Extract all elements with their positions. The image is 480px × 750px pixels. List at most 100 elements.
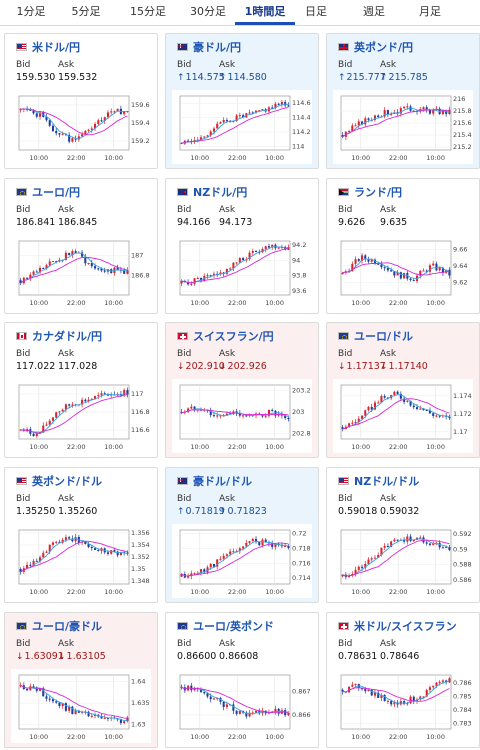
candle-bull [97,395,100,397]
candle-bear [383,694,386,702]
mini-chart[interactable]: 10:00 22:00 10:00 159.6 159.4 159.2 [11,90,151,164]
flag-icon [177,188,188,196]
tab-2[interactable]: 15分足 [130,5,166,18]
ask-value: ↓1.17140 [380,361,428,372]
x-tick-label: 10:00 [104,733,123,741]
pair-title-link[interactable]: NZドル/ドル [354,475,420,488]
mini-chart[interactable]: 10:00 22:00 10:00 114.6 114.4 114.2 114 [172,90,312,164]
x-tick-label: 22:00 [228,154,247,162]
tab-4[interactable]: 1時間足 [235,0,295,25]
pair-title-link[interactable]: ユーロ/円 [32,186,81,199]
rate-card[interactable]: ランド/円 Bid Ask 9.626 9.635 10:00 22:00 10:00 9.66… [326,178,480,314]
candle-bull [348,686,351,693]
x-tick-label: 10:00 [265,443,284,451]
rate-card[interactable]: 豪ドル/円 Bid Ask ↑114.575 ↑114.580 10:00 22:00 10:… [165,33,319,169]
candle-bull [367,406,370,411]
pair-title-link[interactable]: NZドル/円 [193,186,248,199]
pair-title-link[interactable]: 英ポンド/円 [354,41,414,54]
arrow-up-icon: ↑ [380,73,388,83]
mini-chart[interactable]: 10:00 22:00 10:00 94.2 94 93.8 93.6 [172,235,312,309]
tab-7[interactable]: 月足 [419,5,441,18]
tab-0[interactable]: 1分足 [16,5,46,18]
candle-bear [68,537,71,539]
bid-label: Bid [177,494,192,504]
bid-label: Bid [338,349,353,359]
candle-bull [351,574,354,576]
pair-title-link[interactable]: ランド/円 [354,186,403,199]
candle-bull [242,546,245,549]
tab-6[interactable]: 週足 [363,5,385,18]
candle-bull [48,420,51,425]
mini-chart[interactable]: 10:00 22:00 10:00 117 116.8 116.6 [11,379,151,453]
rate-card[interactable]: ユーロ/円 Bid Ask 186.841 186.845 10:00 22:00 10:00… [4,178,158,314]
candle-bull [190,573,193,577]
pair-title-link[interactable]: ユーロ/英ポンド [193,620,275,633]
candle-bear [364,689,367,692]
pair-title-link[interactable]: 米ドル/スイスフラン [354,620,457,633]
mini-chart[interactable]: 10:00 22:00 10:00 1.174 1.172 1.17 [333,379,473,453]
mini-chart[interactable]: 10:00 22:00 10:00 0.592 0.59 0.588 0.586 [333,524,473,598]
bid-value: 0.59018 [338,506,377,517]
rate-card[interactable]: カナダドル/円 Bid Ask 117.022 117.028 10:00 22:00 10:… [4,322,158,458]
candle-bear [74,251,77,254]
mini-chart[interactable]: 10:00 22:00 10:00 0.72 0.718 0.716 0.714 [172,524,312,598]
candle-bull [45,551,48,553]
mini-chart[interactable]: 10:00 22:00 10:00 216 215.8 215.6 215.4 215.2 [333,90,473,164]
pair-title-link[interactable]: 豪ドル/円 [193,41,242,54]
rate-card[interactable]: スイスフラン/円 Bid Ask ↓202.910 ↓202.926 10:00 22:00… [165,322,319,458]
mini-chart[interactable]: 10:00 22:00 10:00 1.356 1.354 1.352 1.35 1.348 [11,524,151,598]
rate-card[interactable]: 英ポンド/円 Bid Ask ↑215.777 ↑215.785 10:00 22:00 10… [326,33,480,169]
candle-bull [51,542,55,545]
pair-title-link[interactable]: カナダドル/円 [32,330,103,343]
rate-card[interactable]: 英ポンド/ドル Bid Ask 1.35250 1.35260 10:00 22:00 10:… [4,467,158,603]
ask-value: 0.78646 [380,651,419,662]
candle-bull [222,555,225,559]
mini-chart[interactable]: 10:00 22:00 10:00 187 186.8 [11,235,151,309]
candle-bull [123,111,126,115]
rate-card[interactable]: ユーロ/豪ドル Bid Ask ↓1.63091 ↓1.63105 10:00 22:00 1… [4,612,158,748]
rate-card[interactable]: 米ドル/スイスフラン Bid Ask 0.78631 0.78646 10:00 22:00… [326,612,480,748]
tab-5[interactable]: 日足 [305,5,327,18]
pair-title-link[interactable]: 豪ドル/ドル [193,475,253,488]
bid-value: ↑215.777 [338,72,386,83]
rate-card[interactable]: ユーロ/ドル Bid Ask ↓1.17137 ↓1.17140 10:00 22:00 10… [326,322,480,458]
arrow-up-icon: ↑ [177,507,185,517]
x-tick-label: 10:00 [29,588,48,596]
rate-card[interactable]: ユーロ/英ポンド Bid Ask 0.86600 0.86608 10:00 22:00 10… [165,612,319,748]
ask-label: Ask [58,60,75,70]
tab-1[interactable]: 5分足 [71,5,101,18]
pair-title-link[interactable]: ユーロ/豪ドル [32,620,103,633]
ma-long-line [20,108,128,136]
x-tick-label: 10:00 [351,299,370,307]
ma-long-line [342,398,450,430]
tab-3[interactable]: 30分足 [190,5,226,18]
candle-bear [87,711,90,717]
mini-chart[interactable]: 10:00 22:00 10:00 0.786 0.785 0.784 0.783 [333,669,473,743]
bid-text: 94.166 [177,217,211,228]
ma-short-line [20,252,128,284]
pair-title-link[interactable]: 英ポンド/ドル [32,475,103,488]
candle-bear [55,261,58,263]
rate-card[interactable]: 豪ドル/ドル Bid Ask ↑0.71819 ↑0.71823 10:00 22:00 10… [165,467,319,603]
mini-chart[interactable]: 10:00 22:00 10:00 1.64 1.635 1.63 [11,669,151,743]
rate-card[interactable]: 米ドル/円 Bid Ask 159.530 159.532 10:00 22:00 10:00… [4,33,158,169]
candle-bear [422,408,425,411]
candle-bull [119,552,122,556]
candle-bull [209,131,212,136]
ask-value: 9.635 [380,217,407,228]
candle-bull [445,547,448,549]
candle-bull [29,274,32,279]
rate-card[interactable]: NZドル/円 Bid Ask 94.166 94.173 10:00 22:00 10:00 9… [165,178,319,314]
mini-chart[interactable]: 10:00 22:00 10:00 9.66 9.64 9.62 [333,235,473,309]
candle-bear [271,107,274,109]
rate-card[interactable]: NZドル/ドル Bid Ask 0.59018 0.59032 10:00 22:00 10:… [326,467,480,603]
candle-bull [48,544,51,552]
mini-chart[interactable]: 10:00 22:00 10:00 0.867 0.866 [172,669,312,743]
y-tick-label: 186.8 [131,271,150,279]
pair-title-link[interactable]: スイスフラン/円 [193,330,274,343]
pair-title-link[interactable]: ユーロ/ドル [354,330,414,343]
pair-title-link[interactable]: 米ドル/円 [32,41,81,54]
y-tick-label: 0.716 [292,559,311,567]
bid-text: 114.575 [185,72,225,83]
mini-chart[interactable]: 10:00 22:00 10:00 203.2 203 202.8 [172,379,312,453]
